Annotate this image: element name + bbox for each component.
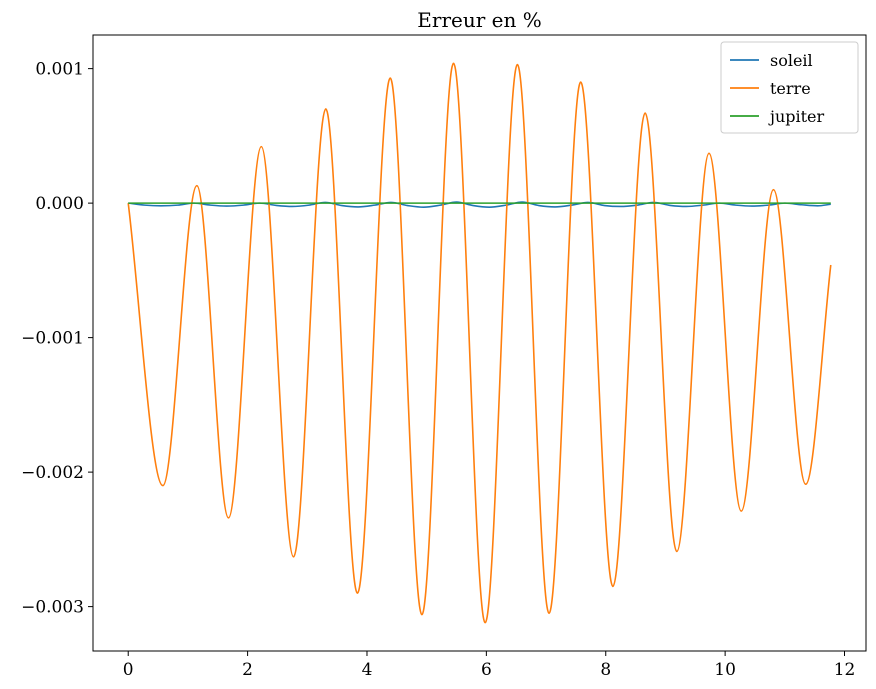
y-tick-label: −0.003 (21, 598, 84, 618)
plot-frame (92, 34, 867, 652)
series-line-terre (127, 62, 832, 624)
chart-title: Erreur en % (417, 8, 541, 32)
legend-label: terre (770, 79, 811, 98)
x-tick-label: 0 (123, 660, 134, 680)
y-tick-label: −0.001 (21, 329, 84, 349)
x-tick-label: 10 (714, 660, 736, 680)
x-tick-label: 12 (834, 660, 856, 680)
x-tick-label: 8 (600, 660, 611, 680)
legend: soleil terre jupiter (720, 41, 859, 134)
y-tick-label: −0.002 (21, 463, 84, 483)
x-tick-label: 4 (362, 660, 373, 680)
y-tick-label: 0.001 (35, 60, 84, 80)
legend-box (720, 41, 859, 134)
y-tick-label: 0.000 (35, 194, 84, 214)
y-axis: 0.001 0.000 −0.001 −0.002 −0.003 (21, 60, 93, 618)
x-axis: 0 2 4 6 8 10 12 (123, 651, 856, 680)
series-layer (127, 62, 832, 624)
legend-label: jupiter (768, 107, 825, 126)
x-tick-label: 6 (481, 660, 492, 680)
plot-area (92, 34, 867, 652)
legend-label: soleil (770, 51, 813, 70)
x-tick-label: 2 (242, 660, 253, 680)
